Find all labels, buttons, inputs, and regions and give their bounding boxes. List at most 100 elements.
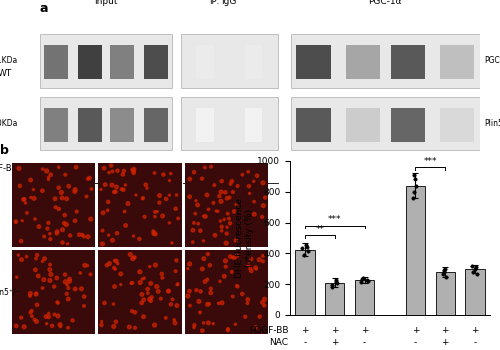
- Point: [136, 236, 143, 242]
- Text: +: +: [361, 326, 368, 335]
- Point: [172, 258, 180, 263]
- Point: [42, 321, 50, 327]
- Bar: [296, 46, 330, 79]
- Point: [364, 278, 372, 284]
- Point: [204, 206, 212, 212]
- Point: [120, 168, 128, 174]
- Point: [160, 172, 168, 177]
- Point: [130, 233, 138, 239]
- Point: [40, 256, 48, 261]
- Point: [196, 310, 204, 315]
- Point: [12, 323, 20, 329]
- Point: [410, 189, 418, 195]
- Point: [166, 193, 173, 198]
- Point: [68, 317, 76, 323]
- Text: 91KDa: 91KDa: [0, 56, 18, 65]
- Point: [358, 276, 366, 282]
- Text: WT: WT: [0, 69, 12, 78]
- Point: [198, 266, 206, 272]
- Point: [156, 200, 164, 205]
- Point: [158, 275, 166, 281]
- Bar: [325, 283, 344, 315]
- Point: [202, 214, 209, 219]
- Point: [18, 218, 26, 224]
- Point: [224, 327, 232, 333]
- Point: [244, 262, 252, 267]
- Point: [204, 320, 212, 326]
- Text: +: +: [472, 326, 479, 335]
- Point: [33, 252, 41, 258]
- Point: [28, 308, 36, 314]
- Point: [228, 178, 236, 184]
- Point: [54, 313, 62, 319]
- Point: [258, 214, 266, 220]
- Point: [119, 172, 127, 177]
- Bar: [244, 108, 262, 142]
- Point: [111, 266, 119, 272]
- Point: [12, 274, 20, 280]
- Point: [76, 270, 84, 276]
- Point: [189, 239, 197, 245]
- Point: [76, 232, 84, 237]
- Point: [167, 301, 175, 307]
- Point: [34, 273, 42, 279]
- Point: [26, 293, 34, 299]
- Point: [256, 314, 264, 320]
- Point: [54, 164, 62, 170]
- Point: [196, 228, 204, 233]
- Point: [20, 196, 28, 202]
- Point: [226, 254, 234, 259]
- Point: [56, 323, 64, 329]
- Point: [86, 216, 94, 222]
- Point: [164, 288, 172, 294]
- Bar: [144, 108, 168, 142]
- Point: [166, 178, 173, 183]
- Point: [204, 277, 212, 282]
- Point: [158, 271, 166, 277]
- Point: [78, 286, 86, 292]
- Point: [164, 288, 172, 294]
- Point: [28, 313, 36, 319]
- Point: [40, 277, 48, 282]
- Point: [104, 199, 112, 205]
- Point: [153, 284, 161, 289]
- Point: [253, 173, 261, 178]
- Point: [210, 182, 218, 188]
- Point: [232, 321, 239, 327]
- Point: [196, 289, 204, 294]
- Point: [252, 266, 260, 272]
- Point: [248, 268, 256, 274]
- Text: ***: ***: [328, 216, 342, 224]
- Point: [148, 294, 156, 300]
- Text: a: a: [40, 2, 48, 15]
- Point: [204, 251, 212, 257]
- Point: [44, 177, 52, 182]
- Point: [62, 172, 70, 177]
- Text: +: +: [442, 338, 449, 347]
- Point: [215, 301, 223, 306]
- Point: [66, 278, 74, 284]
- Point: [298, 245, 306, 251]
- Point: [128, 280, 136, 286]
- Point: [44, 311, 52, 316]
- Point: [358, 275, 366, 281]
- Point: [42, 314, 50, 319]
- Point: [194, 202, 202, 208]
- Point: [174, 216, 182, 221]
- Point: [150, 228, 158, 234]
- Point: [186, 194, 194, 199]
- Point: [130, 168, 138, 174]
- Point: [186, 176, 194, 182]
- Point: [157, 296, 165, 301]
- Point: [101, 182, 109, 188]
- Point: [54, 185, 62, 190]
- Point: [46, 231, 54, 237]
- Point: [51, 196, 59, 202]
- Point: [110, 324, 118, 329]
- Point: [108, 182, 116, 188]
- Point: [64, 183, 72, 189]
- Point: [22, 254, 30, 259]
- Point: [260, 296, 268, 302]
- Point: [151, 209, 159, 215]
- Point: [232, 238, 240, 243]
